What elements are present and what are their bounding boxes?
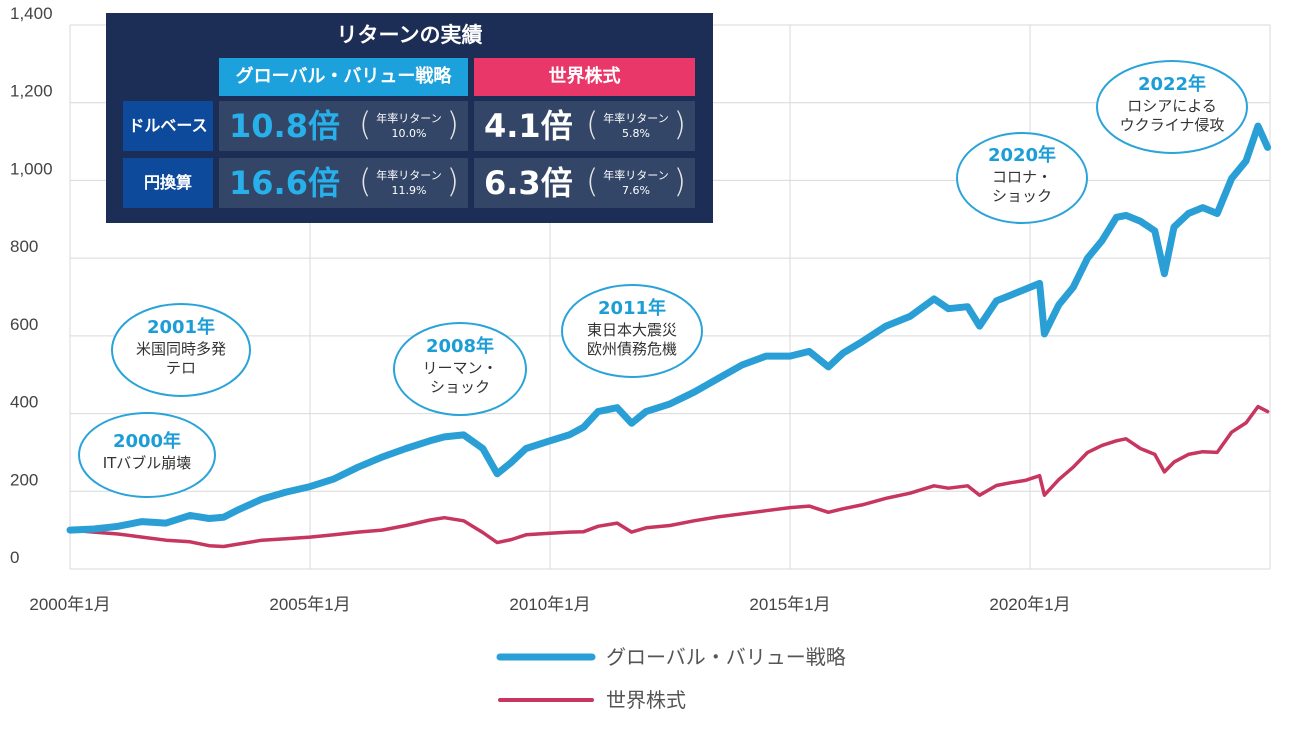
x-tick-label: 2005年1月 bbox=[269, 595, 350, 614]
world-dollar-multiple: 4.1倍 bbox=[484, 107, 573, 145]
annual-return-value: 7.6% bbox=[622, 184, 650, 197]
legend-label: 世界株式 bbox=[606, 688, 686, 712]
cell-gv-yen: 16.6倍 年率リターン 11.9% bbox=[219, 158, 468, 208]
annotation-text: ショック bbox=[992, 187, 1052, 205]
annotation-bubble bbox=[111, 303, 251, 397]
row-label-yen: 円換算 bbox=[123, 158, 213, 208]
annual-return-label: 年率リターン bbox=[376, 169, 442, 182]
series-line-global-value bbox=[66, 122, 1272, 534]
cell-gv-dollar: 10.8倍 年率リターン 10.0% bbox=[219, 101, 468, 151]
row-label-dollar: ドルベース bbox=[123, 101, 213, 151]
gv-yen-multiple: 16.6倍 bbox=[229, 164, 340, 202]
annotation-text: ショック bbox=[430, 378, 490, 396]
y-tick-label: 1,200 bbox=[10, 82, 53, 101]
x-tick-label: 2010年1月 bbox=[509, 595, 590, 614]
annual-return-label: 年率リターン bbox=[603, 112, 669, 125]
gv-dollar-multiple: 10.8倍 bbox=[229, 107, 340, 145]
annotation-text: 米国同時多発 bbox=[136, 340, 226, 358]
annotation-year: 2011年 bbox=[598, 297, 666, 319]
cell-world-dollar: 4.1倍 年率リターン 5.8% bbox=[474, 101, 695, 151]
legend-label: グローバル・バリュー戦略 bbox=[606, 645, 846, 669]
annotation-text: 東日本大震災 bbox=[587, 321, 677, 339]
y-tick-label: 200 bbox=[10, 470, 38, 489]
annotation-bubble bbox=[561, 284, 703, 378]
annotation-bubble bbox=[956, 132, 1088, 224]
x-tick-label: 2015年1月 bbox=[749, 595, 830, 614]
annual-return-label: 年率リターン bbox=[603, 169, 669, 182]
column-header-global-value: グローバル・バリュー戦略 bbox=[219, 58, 468, 96]
annotation-text: ITバブル崩壊 bbox=[103, 454, 192, 472]
y-tick-label: 0 bbox=[10, 548, 19, 567]
annotation-year: 2022年 bbox=[1138, 73, 1206, 95]
annotation-bubble bbox=[1096, 60, 1248, 154]
y-tick-label: 600 bbox=[10, 315, 38, 334]
annotation-text: ウクライナ侵攻 bbox=[1120, 116, 1225, 134]
x-tick-label: 2000年1月 bbox=[29, 595, 110, 614]
annual-return-value: 11.9% bbox=[391, 184, 427, 197]
annotation-text: テロ bbox=[166, 359, 196, 377]
annotation-year: 2008年 bbox=[426, 335, 494, 357]
annotation-year: 2001年 bbox=[147, 316, 215, 338]
annotation-bubble bbox=[393, 322, 527, 416]
world-dollar-annual: 年率リターン 5.8% bbox=[586, 104, 686, 146]
annotation-year: 2020年 bbox=[988, 144, 1056, 166]
annotation-text: 欧州債務危機 bbox=[587, 340, 677, 358]
annotation-text: コロナ・ bbox=[992, 168, 1052, 186]
y-tick-label: 1,400 bbox=[10, 4, 53, 23]
cell-world-yen: 6.3倍 年率リターン 7.6% bbox=[474, 158, 695, 208]
world-yen-multiple: 6.3倍 bbox=[484, 164, 573, 202]
panel-title: リターンの実績 bbox=[336, 23, 483, 47]
gv-dollar-annual: 年率リターン 10.0% bbox=[359, 104, 459, 146]
returns-summary-panel: リターンの実績 グローバル・バリュー戦略 世界株式 ドルベース 10.8倍 年率… bbox=[106, 13, 713, 223]
annual-return-value: 10.0% bbox=[391, 127, 427, 140]
annotation-year: 2000年 bbox=[113, 430, 181, 452]
y-tick-label: 800 bbox=[10, 237, 38, 256]
y-tick-label: 400 bbox=[10, 393, 38, 412]
column-header-world-equity: 世界株式 bbox=[474, 58, 695, 96]
annotation-text: リーマン・ bbox=[422, 359, 497, 377]
gv-yen-annual: 年率リターン 11.9% bbox=[359, 161, 459, 203]
annual-return-label: 年率リターン bbox=[376, 112, 442, 125]
series-line-world-equity bbox=[68, 404, 1270, 549]
y-tick-label: 1,000 bbox=[10, 159, 53, 178]
world-yen-annual: 年率リターン 7.6% bbox=[586, 161, 686, 203]
x-tick-label: 2020年1月 bbox=[989, 595, 1070, 614]
annotation-bubble bbox=[78, 412, 216, 498]
annotation-text: ロシアによる bbox=[1127, 97, 1217, 115]
annual-return-value: 5.8% bbox=[622, 127, 650, 140]
